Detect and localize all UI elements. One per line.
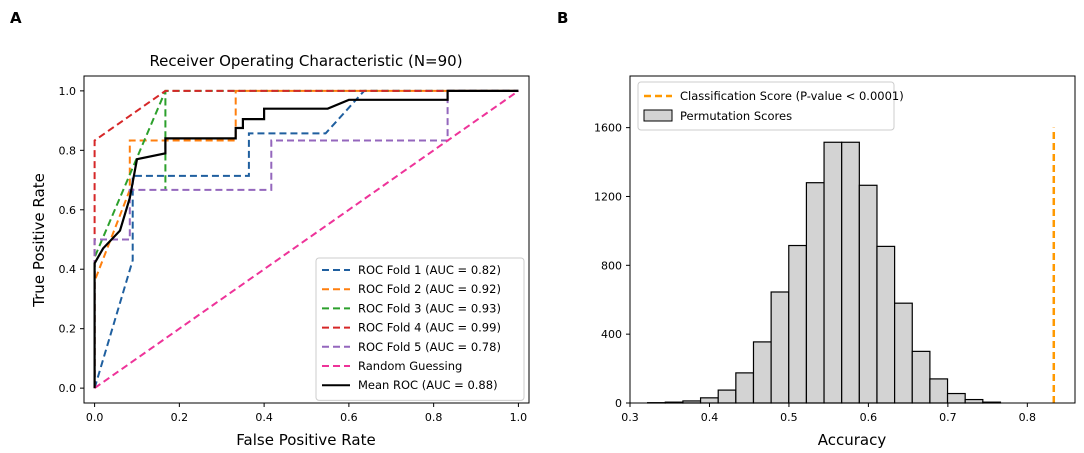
histogram-xtick-label: 0.4 bbox=[701, 411, 719, 424]
histogram-ytick-label: 400 bbox=[601, 328, 622, 341]
histogram-bar bbox=[770, 291, 790, 404]
roc-series-line-2 bbox=[93, 89, 519, 389]
histogram-legend-frame bbox=[637, 81, 895, 131]
histogram-bar bbox=[894, 302, 913, 404]
roc-xlabel: False Positive Rate bbox=[236, 431, 375, 449]
roc-legend-label: ROC Fold 5 (AUC = 0.78) bbox=[358, 340, 501, 354]
roc-xtick-label: 1.0 bbox=[510, 411, 528, 424]
roc-xtick-label: 0.2 bbox=[171, 411, 189, 424]
roc-ylabel: True Positive Rate bbox=[30, 173, 48, 308]
roc-xtick-label: 0.6 bbox=[340, 411, 358, 424]
histogram-ytick-label: 1600 bbox=[594, 122, 622, 135]
roc-series-line-6 bbox=[94, 90, 519, 389]
histogram-bar bbox=[929, 378, 949, 404]
histogram-xtick-label: 0.3 bbox=[621, 411, 639, 424]
roc-ytick-label: 1.0 bbox=[59, 85, 77, 98]
panel-letter-b: B bbox=[557, 9, 568, 27]
histogram-chart: 0.3 0.4 0.5 0.6 0.7 0.8 0 400 800 1200 1600 Accura… bbox=[594, 75, 1076, 449]
histogram-bar bbox=[752, 341, 772, 404]
histogram-xtick-label: 0.5 bbox=[780, 411, 798, 424]
histogram-axes-frame bbox=[629, 75, 1076, 404]
roc-legend-label: ROC Fold 4 (AUC = 0.99) bbox=[358, 321, 501, 335]
roc-series-line-5 bbox=[93, 89, 519, 389]
roc-title: Receiver Operating Characteristic (N=90) bbox=[149, 52, 462, 70]
histogram-bar bbox=[717, 389, 737, 404]
roc-ytick-label: 0.4 bbox=[59, 263, 77, 276]
roc-ticks: 0.0 0.2 0.4 0.6 0.8 1.0 0.0 0.2 0.4 0.6 0.8 1.0 bbox=[59, 85, 528, 424]
histogram-bar bbox=[841, 141, 860, 404]
histogram-bar bbox=[735, 372, 755, 404]
roc-ytick-label: 0.2 bbox=[59, 323, 77, 336]
histogram-bar bbox=[699, 397, 719, 404]
histogram-bar bbox=[911, 350, 931, 404]
histogram-xlabel: Accuracy bbox=[818, 431, 887, 449]
roc-xtick-label: 0.4 bbox=[255, 411, 273, 424]
histogram-legend: Classification Score (P-value < 0.0001) P… bbox=[637, 81, 904, 131]
roc-xtick-label: 0.0 bbox=[86, 411, 104, 424]
histogram-xtick-label: 0.6 bbox=[860, 411, 878, 424]
histogram-legend-label: Permutation Scores bbox=[680, 109, 792, 123]
histogram-ytick-label: 0 bbox=[615, 397, 622, 410]
histogram-ytick-label: 800 bbox=[601, 259, 622, 272]
histogram-ticks: 0.3 0.4 0.5 0.6 0.7 0.8 0 400 800 1200 1600 bbox=[594, 122, 1036, 424]
roc-series-line-1 bbox=[93, 89, 519, 389]
roc-legend-label: ROC Fold 3 (AUC = 0.93) bbox=[358, 301, 501, 315]
histogram-bar bbox=[876, 245, 896, 404]
roc-legend-label: Random Guessing bbox=[358, 359, 462, 373]
roc-plot-area bbox=[93, 89, 519, 389]
histogram-xtick-label: 0.8 bbox=[1019, 411, 1037, 424]
histogram-xtick-label: 0.7 bbox=[939, 411, 957, 424]
roc-legend: ROC Fold 1 (AUC = 0.82) ROC Fold 2 (AUC =… bbox=[315, 257, 525, 401]
roc-legend-label: Mean ROC (AUC = 0.88) bbox=[358, 378, 498, 392]
roc-xtick-label: 0.8 bbox=[425, 411, 443, 424]
histogram-plot-area bbox=[647, 127, 1056, 404]
roc-ytick-label: 0.8 bbox=[59, 144, 77, 157]
histogram-ytick-label: 1200 bbox=[594, 190, 622, 203]
roc-chart: Receiver Operating Characteristic (N=90)… bbox=[30, 52, 530, 449]
histogram-legend-label: Classification Score (P-value < 0.0001) bbox=[680, 89, 904, 103]
histogram-bar bbox=[858, 184, 878, 404]
histogram-legend-swatch bbox=[643, 109, 673, 122]
roc-series-line-7 bbox=[93, 89, 519, 389]
roc-axes-frame bbox=[83, 75, 530, 404]
histogram-bar bbox=[788, 244, 808, 404]
roc-ytick-label: 0.6 bbox=[59, 204, 77, 217]
histogram-bar bbox=[946, 392, 966, 404]
histogram-bar bbox=[805, 182, 825, 404]
panel-letter-a: A bbox=[10, 9, 22, 27]
histogram-bar bbox=[964, 398, 984, 404]
histogram-bar bbox=[823, 141, 843, 404]
roc-ytick-label: 0.0 bbox=[59, 382, 77, 395]
roc-legend-label: ROC Fold 1 (AUC = 0.82) bbox=[358, 263, 501, 277]
roc-legend-label: ROC Fold 2 (AUC = 0.92) bbox=[358, 282, 501, 296]
roc-legend-frame bbox=[315, 257, 525, 401]
